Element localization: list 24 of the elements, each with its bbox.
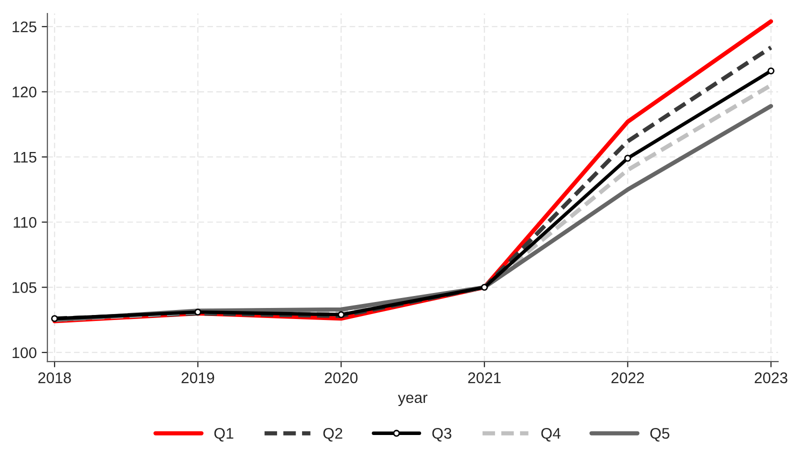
- point: [51, 315, 58, 322]
- legend-label: Q3: [432, 428, 452, 442]
- point: [194, 308, 202, 316]
- x-axis-title: year: [398, 394, 428, 406]
- x-tick-label: 2018: [38, 372, 71, 384]
- point: [624, 154, 632, 162]
- y-tick-label: 115: [14, 152, 36, 163]
- x-tick-label: 2019: [182, 372, 214, 384]
- point: [338, 311, 345, 318]
- legend-label: Q5: [650, 428, 670, 442]
- x-tick-label: 2023: [754, 372, 788, 384]
- y-tick-label: 100: [12, 347, 36, 358]
- point: [480, 284, 488, 291]
- legend-label: Q1: [214, 428, 234, 442]
- x-tick-label: 2020: [324, 372, 358, 384]
- legend-label: Q4: [541, 428, 561, 442]
- y-tick-label: 120: [12, 86, 36, 98]
- y-tick-label: 105: [12, 282, 36, 293]
- y-tick-label: 125: [12, 21, 36, 32]
- x-tick-label: 2022: [611, 372, 644, 384]
- y-tick-label: 110: [14, 216, 36, 228]
- legend-label: Q2: [323, 428, 342, 442]
- x-tick-label: 2021: [468, 372, 501, 384]
- point: [768, 67, 774, 74]
